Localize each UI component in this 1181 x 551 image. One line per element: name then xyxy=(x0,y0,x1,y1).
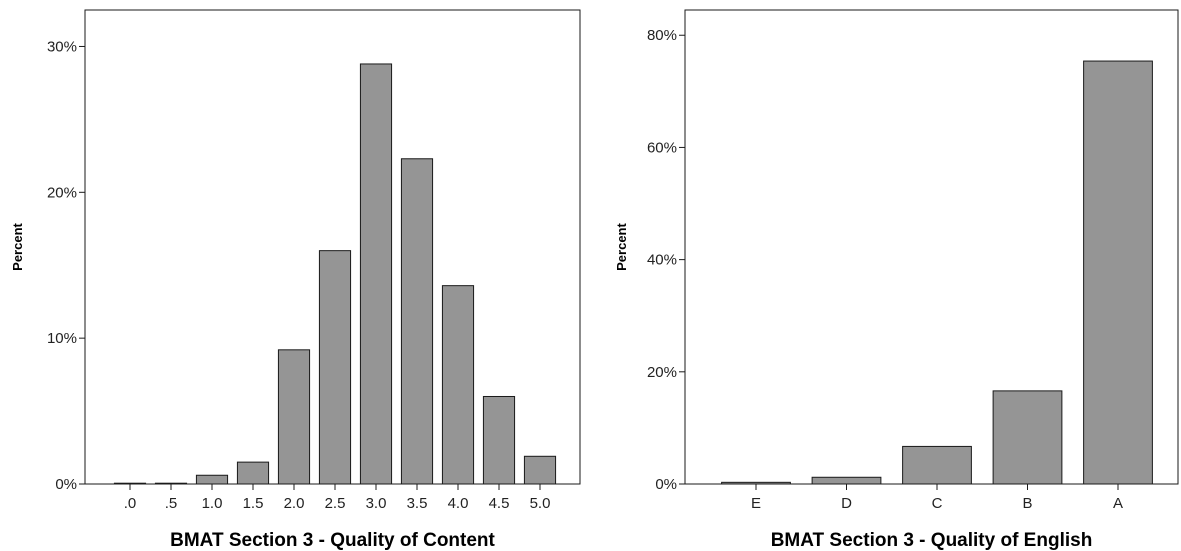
y-tick-label: 10% xyxy=(47,330,77,347)
bar-5.0 xyxy=(524,456,555,484)
x-tick-label: 5.0 xyxy=(530,495,551,512)
x-tick-label: 2.5 xyxy=(325,495,346,512)
bar-1.5 xyxy=(237,462,268,484)
x-tick-label: .5 xyxy=(165,495,178,512)
bar-4.0 xyxy=(442,286,473,484)
x-tick-label: E xyxy=(751,495,761,512)
x-tick-label: 4.0 xyxy=(448,495,469,512)
quality-of-content-chart: 0% 10% 20% 30% .0 .5 1.0 1.5 2.0 2.5 3.0 3.5 4.0 4.5 5… xyxy=(10,10,580,551)
x-tick-label: 3.5 xyxy=(407,495,428,512)
x-tick-label: 4.5 xyxy=(489,495,510,512)
x-tick-label: 2.0 xyxy=(284,495,305,512)
bar-1.0 xyxy=(196,475,227,484)
y-tick-label: 30% xyxy=(47,38,77,55)
x-tick-label: C xyxy=(932,495,943,512)
x-tick-label: 1.5 xyxy=(243,495,264,512)
y-tick-label: 20% xyxy=(47,184,77,201)
bar-B xyxy=(993,391,1062,484)
x-tick-label: .0 xyxy=(124,495,137,512)
y-tick-label: 60% xyxy=(647,139,677,156)
bar-3.5 xyxy=(401,159,432,484)
bar-4.5 xyxy=(483,396,514,484)
y-tick-label: 80% xyxy=(647,27,677,44)
bar-3.0 xyxy=(360,64,391,484)
x-tick-label: D xyxy=(841,495,852,512)
bar-2.0 xyxy=(278,350,309,484)
x-tick-label: 3.0 xyxy=(366,495,387,512)
bar-A xyxy=(1084,61,1153,484)
bar-D xyxy=(812,477,881,484)
bar-.5 xyxy=(155,483,186,484)
bar-C xyxy=(903,446,972,484)
y-axis-title: Percent xyxy=(10,222,25,270)
bar-E xyxy=(722,482,791,484)
bar-2.5 xyxy=(319,251,350,484)
bar-.0 xyxy=(114,483,145,484)
y-tick-label: 0% xyxy=(655,476,677,493)
x-tick-label: B xyxy=(1022,495,1032,512)
y-tick-label: 0% xyxy=(55,476,77,493)
y-tick-label: 40% xyxy=(647,252,677,269)
y-axis-title: Percent xyxy=(614,222,629,270)
x-tick-label: 1.0 xyxy=(202,495,223,512)
x-axis-title: BMAT Section 3 - Quality of Content xyxy=(170,530,495,551)
x-axis-title: BMAT Section 3 - Quality of English xyxy=(771,530,1093,551)
x-tick-label: A xyxy=(1113,495,1123,512)
y-tick-label: 20% xyxy=(647,364,677,381)
quality-of-english-chart: 0% 20% 40% 60% 80% E D C B A BMAT Section 3 - Qual… xyxy=(614,10,1178,551)
